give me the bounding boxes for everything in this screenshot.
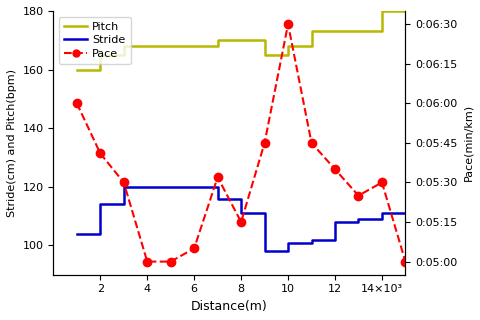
Pitch bbox=[285, 53, 291, 57]
Pace bbox=[192, 246, 197, 250]
Pitch bbox=[356, 29, 361, 33]
Stride bbox=[285, 249, 291, 253]
Pace bbox=[309, 141, 314, 145]
Pace bbox=[356, 194, 361, 197]
Stride bbox=[238, 211, 244, 215]
Pitch bbox=[262, 53, 267, 57]
Stride bbox=[262, 211, 267, 215]
Stride bbox=[215, 185, 220, 189]
Pace bbox=[379, 180, 385, 184]
Pitch bbox=[379, 9, 385, 13]
Pace bbox=[121, 180, 127, 184]
Stride bbox=[168, 185, 174, 189]
Stride bbox=[262, 249, 267, 253]
Stride bbox=[97, 203, 103, 206]
Stride bbox=[332, 220, 338, 224]
Pitch bbox=[121, 53, 127, 57]
Stride bbox=[379, 211, 385, 215]
Pace bbox=[215, 175, 220, 179]
Stride bbox=[215, 196, 220, 200]
Stride bbox=[121, 185, 127, 189]
Pace bbox=[74, 101, 80, 105]
Stride bbox=[74, 232, 80, 236]
Pace bbox=[403, 260, 408, 263]
Pitch bbox=[121, 44, 127, 48]
Stride bbox=[97, 232, 103, 236]
Pitch bbox=[215, 44, 220, 48]
Stride bbox=[168, 185, 174, 189]
Pace bbox=[262, 141, 267, 145]
Pitch bbox=[356, 29, 361, 33]
Stride bbox=[403, 211, 408, 215]
Y-axis label: Pace(min/km): Pace(min/km) bbox=[463, 104, 473, 181]
Pitch bbox=[379, 29, 385, 33]
Stride bbox=[332, 238, 338, 242]
Pace bbox=[168, 260, 174, 263]
Pitch bbox=[262, 38, 267, 42]
Stride bbox=[238, 196, 244, 200]
Line: Pitch: Pitch bbox=[77, 11, 406, 69]
Pace bbox=[97, 151, 103, 155]
Pace bbox=[238, 220, 244, 224]
Pitch bbox=[403, 9, 408, 13]
Line: Pace: Pace bbox=[72, 20, 409, 266]
Pace bbox=[285, 22, 291, 26]
Stride bbox=[356, 217, 361, 221]
Stride bbox=[309, 238, 314, 242]
Line: Stride: Stride bbox=[77, 187, 406, 251]
Pitch bbox=[97, 68, 103, 71]
Stride bbox=[356, 220, 361, 224]
Stride bbox=[309, 241, 314, 244]
Pitch bbox=[309, 29, 314, 33]
Stride bbox=[121, 203, 127, 206]
Pitch bbox=[74, 68, 80, 71]
Pitch bbox=[285, 44, 291, 48]
Pitch bbox=[309, 44, 314, 48]
Y-axis label: Stride(cm) and Pitch(bpm): Stride(cm) and Pitch(bpm) bbox=[7, 69, 17, 217]
Pace bbox=[332, 167, 338, 171]
X-axis label: Distance(m): Distance(m) bbox=[191, 300, 268, 313]
Stride bbox=[379, 217, 385, 221]
Pitch bbox=[97, 53, 103, 57]
Stride bbox=[285, 241, 291, 244]
Pace bbox=[144, 260, 150, 263]
Pitch bbox=[215, 38, 220, 42]
Legend: Pitch, Stride, Pace: Pitch, Stride, Pace bbox=[59, 17, 131, 64]
